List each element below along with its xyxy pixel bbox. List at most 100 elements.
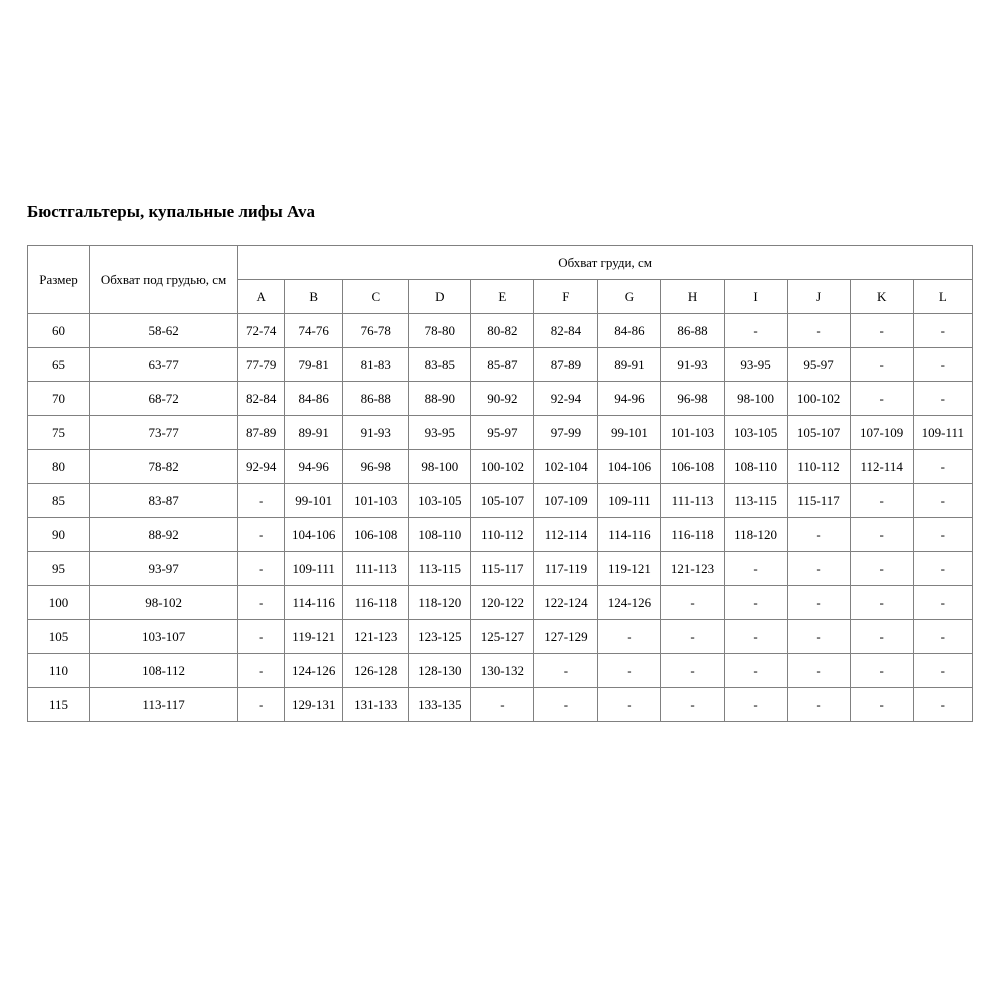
header-cup-f: F <box>533 279 599 314</box>
cell-cup: 80-82 <box>470 313 535 348</box>
cell-cup: - <box>237 483 286 518</box>
cell-cup: - <box>912 551 974 586</box>
cell-cup: - <box>723 585 788 620</box>
cell-cup: 121-123 <box>660 551 725 586</box>
cell-cup: 106-108 <box>660 449 725 484</box>
cell-cup: 109-111 <box>597 483 662 518</box>
cell-cup: 108-110 <box>408 517 472 552</box>
cell-cup: 131-133 <box>342 687 410 722</box>
cell-cup: 118-120 <box>723 517 788 552</box>
cell-cup: 124-126 <box>284 653 344 688</box>
cell-underbust: 98-102 <box>89 585 239 620</box>
cell-cup: - <box>912 381 974 416</box>
cell-cup: - <box>723 687 788 722</box>
cell-size: 60 <box>26 313 91 348</box>
cell-cup: - <box>533 653 599 688</box>
cell-cup: 85-87 <box>470 347 535 382</box>
cell-cup: 77-79 <box>237 347 286 382</box>
header-bust-group: Обхват груди, см <box>237 245 973 280</box>
cell-cup: 95-97 <box>786 347 851 382</box>
cell-cup: 99-101 <box>597 415 662 450</box>
cell-cup: - <box>660 687 725 722</box>
cell-cup: 91-93 <box>660 347 725 382</box>
header-cup-l: L <box>912 279 974 314</box>
header-cup-b: B <box>284 279 344 314</box>
table-row: 75 73-77 87-89 89-91 91-93 93-95 95-97 97-99 99-… <box>26 415 974 450</box>
cell-cup: - <box>237 517 286 552</box>
cell-cup: 113-115 <box>723 483 788 518</box>
cell-cup: 116-118 <box>342 585 410 620</box>
cell-size: 90 <box>26 517 91 552</box>
cell-cup: - <box>786 687 851 722</box>
header-cup-h: H <box>660 279 725 314</box>
cell-cup: 95-97 <box>470 415 535 450</box>
cell-cup: - <box>912 347 974 382</box>
cell-cup: - <box>849 551 914 586</box>
cell-cup: 86-88 <box>660 313 725 348</box>
cell-cup: - <box>237 653 286 688</box>
cell-cup: 101-103 <box>660 415 725 450</box>
cell-cup: 82-84 <box>533 313 599 348</box>
cell-cup: 76-78 <box>342 313 410 348</box>
cell-cup: 79-81 <box>284 347 344 382</box>
cell-cup: 112-114 <box>533 517 599 552</box>
table-body: 60 58-62 72-74 74-76 76-78 78-80 80-82 82-84 84-… <box>26 313 974 722</box>
cell-cup: - <box>912 619 974 654</box>
cell-cup: - <box>849 687 914 722</box>
cell-size: 110 <box>26 653 91 688</box>
cell-cup: 97-99 <box>533 415 599 450</box>
cell-size: 80 <box>26 449 91 484</box>
cell-cup: 93-95 <box>723 347 788 382</box>
cell-cup: - <box>849 347 914 382</box>
header-cup-k: K <box>849 279 914 314</box>
cell-cup: 111-113 <box>342 551 410 586</box>
header-cup-e: E <box>470 279 535 314</box>
cell-cup: 89-91 <box>597 347 662 382</box>
cell-cup: 113-115 <box>408 551 472 586</box>
cell-underbust: 58-62 <box>89 313 239 348</box>
table-row: 90 88-92-104-106 106-108 108-110 110-112 112-… <box>26 517 974 552</box>
cell-cup: - <box>597 653 662 688</box>
cell-cup: - <box>597 619 662 654</box>
cell-cup: - <box>660 653 725 688</box>
cell-cup: - <box>786 653 851 688</box>
cell-cup: 102-104 <box>533 449 599 484</box>
cell-cup: 120-122 <box>470 585 535 620</box>
cell-cup: 91-93 <box>342 415 410 450</box>
cell-cup: - <box>912 483 974 518</box>
cell-cup: 72-74 <box>237 313 286 348</box>
cell-cup: 93-95 <box>408 415 472 450</box>
cell-cup: - <box>849 517 914 552</box>
cell-underbust: 93-97 <box>89 551 239 586</box>
cell-cup: 110-112 <box>786 449 851 484</box>
header-cup-i: I <box>723 279 788 314</box>
cell-cup: 114-116 <box>284 585 344 620</box>
cell-cup: 94-96 <box>284 449 344 484</box>
header-cup-g: G <box>597 279 662 314</box>
cell-size: 85 <box>26 483 91 518</box>
cell-cup: 107-109 <box>533 483 599 518</box>
cell-cup: - <box>237 551 286 586</box>
cell-cup: 86-88 <box>342 381 410 416</box>
cell-cup: 110-112 <box>470 517 535 552</box>
cell-cup: 92-94 <box>237 449 286 484</box>
cell-cup: - <box>849 381 914 416</box>
cell-underbust: 68-72 <box>89 381 239 416</box>
cell-cup: 104-106 <box>284 517 344 552</box>
cell-cup: - <box>786 313 851 348</box>
cell-cup: 114-116 <box>597 517 662 552</box>
cell-cup: 112-114 <box>849 449 914 484</box>
cell-underbust: 88-92 <box>89 517 239 552</box>
cell-cup: 105-107 <box>786 415 851 450</box>
cell-cup: - <box>660 619 725 654</box>
cell-cup: - <box>723 619 788 654</box>
header-cup-c: C <box>342 279 410 314</box>
cell-cup: 105-107 <box>470 483 535 518</box>
table-row: 115 113-117-129-131 131-133 133-135- - - - - - - - <box>26 687 974 722</box>
cell-cup: - <box>912 449 974 484</box>
table-row: 100 98-102-114-116 116-118 118-120 120-122 12… <box>26 585 974 620</box>
cell-cup: 104-106 <box>597 449 662 484</box>
cell-cup: - <box>660 585 725 620</box>
